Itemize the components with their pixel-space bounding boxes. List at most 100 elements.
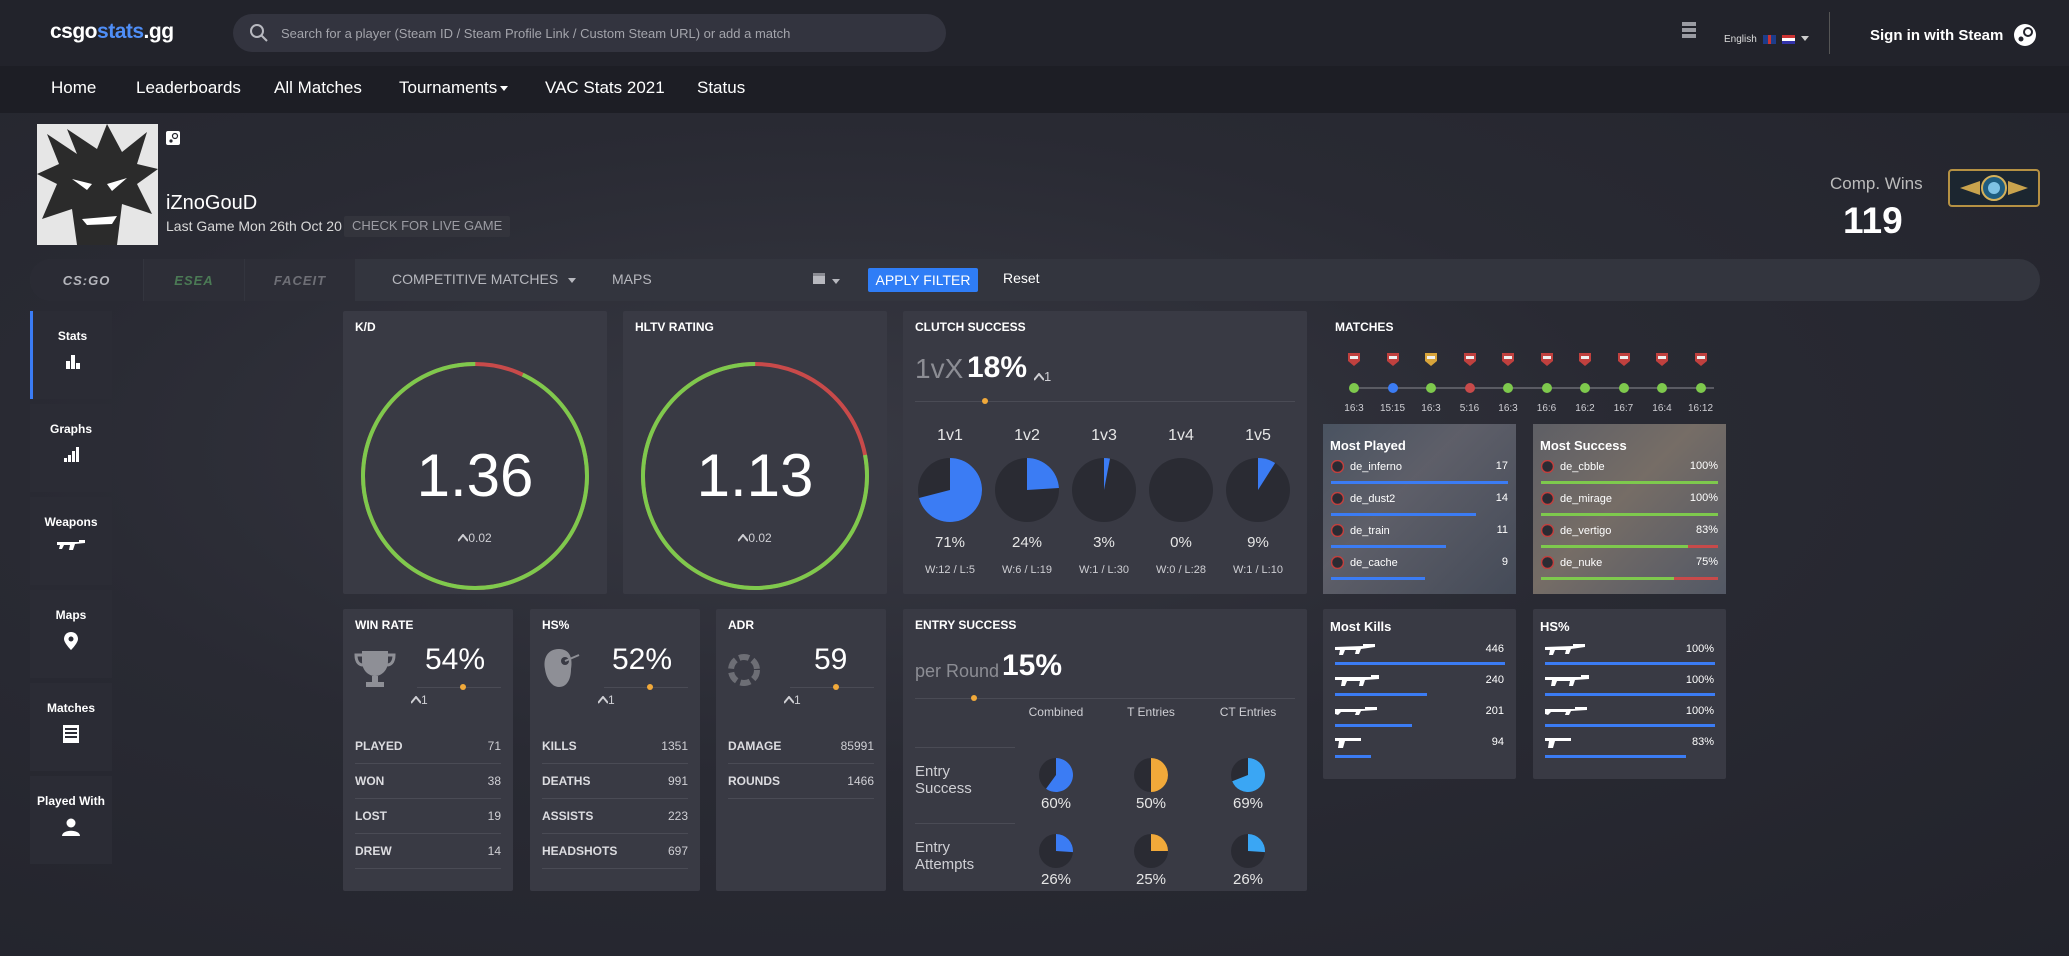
main-nav: Home Leaderboards All Matches Tournament… <box>0 66 2069 113</box>
entry-value: 15% <box>1002 649 1063 682</box>
match-rank-icon <box>1348 353 1360 366</box>
match-result-dot[interactable] <box>1618 383 1629 393</box>
clutch-col-wl: W:1 / L:30 <box>1079 564 1129 576</box>
adr-marker <box>833 684 839 690</box>
date-select[interactable] <box>812 271 841 288</box>
match-result-dot[interactable] <box>1349 383 1359 393</box>
clutch-marker <box>982 398 988 404</box>
map-background <box>1533 424 1726 594</box>
match-result-dot[interactable] <box>1580 383 1590 393</box>
site-logo[interactable]: csgostats.gg <box>50 20 174 44</box>
search-icon <box>250 24 268 42</box>
entry-title: ENTRY SUCCESS <box>915 618 1017 632</box>
map-row[interactable]: de_inferno <box>1331 460 1402 473</box>
match-result-dot[interactable] <box>1541 383 1552 393</box>
steam-badge-icon[interactable] <box>166 131 180 145</box>
match-result-dot[interactable] <box>1426 383 1436 393</box>
winrate-delta: 1 <box>410 693 428 707</box>
sidebar-item-stats[interactable]: Stats <box>30 311 112 399</box>
rank-shield-band <box>1465 356 1474 359</box>
nav-vac-stats[interactable]: VAC Stats 2021 <box>545 78 665 97</box>
sign-in-button[interactable]: Sign in with Steam <box>1870 20 2037 50</box>
language-selector[interactable]: English <box>1724 24 1809 54</box>
entry-row-label-a: Entry <box>915 839 951 856</box>
weapon-shape <box>1545 707 1587 715</box>
language-label: English <box>1724 33 1757 45</box>
sidebar-item-played-with[interactable]: Played With <box>30 776 112 864</box>
sidebar-label: Maps <box>55 608 87 622</box>
clutch-value: 18% <box>967 351 1028 384</box>
clutch-pie-base <box>1149 458 1213 522</box>
winrate-marker <box>460 684 466 690</box>
sidebar-item-maps[interactable]: Maps <box>30 590 112 678</box>
map-row[interactable]: de_cbble <box>1541 460 1605 473</box>
rank-shield <box>1540 353 1553 366</box>
weapon-shape <box>1335 707 1377 715</box>
nav-all-matches[interactable]: All Matches <box>274 78 362 97</box>
match-rank-icon <box>1425 353 1437 366</box>
map-row[interactable]: de_train <box>1331 524 1390 537</box>
search-input[interactable] <box>281 25 921 41</box>
match-rank-icon <box>1463 353 1476 366</box>
nav-tournaments[interactable]: Tournaments <box>399 78 509 98</box>
match-score: 16:3 <box>1421 403 1441 414</box>
entry-pct: 26% <box>1040 871 1072 888</box>
entry-pie-slice <box>1151 758 1168 792</box>
tab-faceit[interactable]: FACEIT <box>245 259 355 301</box>
reset-button[interactable]: Reset <box>1003 270 1040 286</box>
map-row[interactable]: de_nuke <box>1541 556 1602 569</box>
clutch-delta: 1 <box>1033 369 1051 384</box>
map-row[interactable]: de_dust2 <box>1331 492 1395 505</box>
clutch-col-label: 1v5 <box>1245 427 1271 444</box>
kd-ring <box>361 362 589 590</box>
weapon-shape <box>1545 738 1571 748</box>
caret-up-icon <box>783 695 795 704</box>
map-row[interactable]: de_mirage <box>1541 492 1612 505</box>
apply-filter-button[interactable]: APPLY FILTER <box>868 268 978 292</box>
check-live-game-button[interactable]: CHECK FOR LIVE GAME <box>344 216 511 237</box>
us-flag-icon <box>1781 34 1795 44</box>
most-played-card: Most Played de_inferno 17 de_dust2 14 de_tra… <box>1323 424 1516 594</box>
weapon-bar-fill <box>1335 755 1371 758</box>
match-result-dot[interactable] <box>1464 383 1475 393</box>
clutch-col-pct: 71% <box>934 534 966 551</box>
map-icon <box>1541 460 1554 473</box>
entry-pie-slice <box>1232 758 1265 792</box>
divider <box>915 698 1295 699</box>
tab-esea[interactable]: ESEA <box>144 259 244 301</box>
map-pin-icon <box>64 632 78 650</box>
tab-csgo[interactable]: CS:GO <box>30 259 143 301</box>
rifle-icon <box>57 540 85 550</box>
hs-weapons-card: HS% 100% 100% 100% 83% <box>1533 609 1726 779</box>
match-type-select[interactable]: COMPETITIVE MATCHES <box>392 271 577 287</box>
map-row[interactable]: de_vertigo <box>1541 524 1611 537</box>
match-result-dot[interactable] <box>1657 383 1667 393</box>
nav-home[interactable]: Home <box>51 78 97 97</box>
hltv-title: HLTV RATING <box>635 320 714 334</box>
map-row[interactable]: de_cache <box>1331 556 1398 569</box>
weapon-value: 100% <box>1685 674 1714 686</box>
clutch-prefix: 1vX <box>915 353 964 384</box>
match-result-dot[interactable] <box>1387 383 1398 393</box>
map-bar-fill <box>1331 513 1477 516</box>
weapon-icon <box>1545 707 1587 715</box>
nav-leaderboards[interactable]: Leaderboards <box>136 78 241 97</box>
sidebar-item-weapons[interactable]: Weapons <box>30 497 112 585</box>
sidebar-item-matches[interactable]: Matches <box>30 683 112 771</box>
entry-pct: 69% <box>1232 795 1264 812</box>
server-icon[interactable] <box>1681 21 1697 39</box>
stat-label: ROUNDS <box>728 774 781 788</box>
weapon-value: 446 <box>1485 643 1504 655</box>
search-bar[interactable] <box>233 14 946 52</box>
match-result-dot[interactable] <box>1695 383 1706 393</box>
maps-select[interactable]: MAPS <box>612 271 822 287</box>
map-icon-circle <box>1541 556 1554 569</box>
match-rank-icon <box>1694 353 1707 366</box>
most-success-title: Most Success <box>1540 438 1627 453</box>
nav-status[interactable]: Status <box>697 78 746 97</box>
sidebar-item-graphs[interactable]: Graphs <box>30 404 112 492</box>
weapon-shape <box>1545 644 1585 655</box>
user-icon <box>62 818 80 836</box>
hltv-delta-value: 0.02 <box>748 531 772 545</box>
match-result-dot[interactable] <box>1503 383 1513 393</box>
